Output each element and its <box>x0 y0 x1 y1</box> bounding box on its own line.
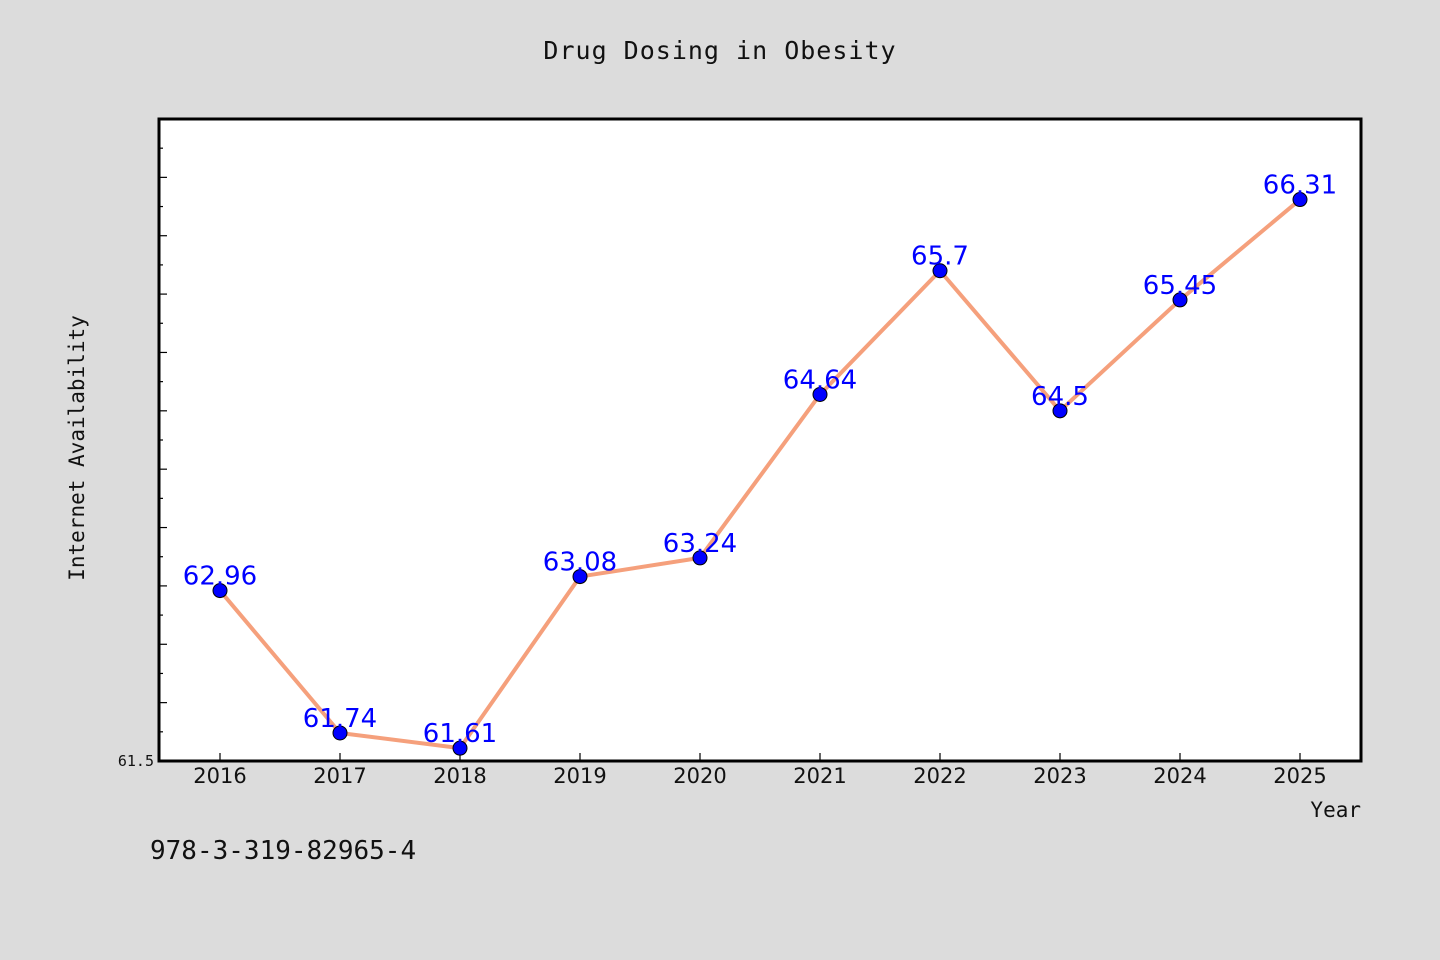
data-point <box>572 569 588 585</box>
x-tick-label: 2022 <box>913 764 966 788</box>
x-tick-label: 2016 <box>193 764 246 788</box>
x-tick-label: 2017 <box>313 764 366 788</box>
x-tick-label: 2025 <box>1273 764 1326 788</box>
data-point <box>1292 192 1308 208</box>
data-label: 63.08 <box>543 548 617 578</box>
series-line <box>218 198 1302 751</box>
data-point <box>332 725 348 741</box>
data-label: 61.74 <box>303 704 377 734</box>
x-tick-label: 2024 <box>1153 764 1206 788</box>
y-axis-label: Internet Availability <box>65 315 89 581</box>
data-label: 65.7 <box>911 242 969 272</box>
y-axis-ticks: 61.5 <box>118 118 167 770</box>
data-label: 64.5 <box>1031 382 1089 412</box>
chart-title: Drug Dosing in Obesity <box>543 36 897 65</box>
y-tick-label: 61.5 <box>118 752 154 770</box>
data-label: 63.24 <box>663 529 737 559</box>
series-layer <box>212 192 1308 756</box>
x-tick-label: 2021 <box>793 764 846 788</box>
data-label: 66.31 <box>1263 171 1337 201</box>
x-tick-label: 2018 <box>433 764 486 788</box>
data-label: 65.45 <box>1143 271 1217 301</box>
data-label: 64.64 <box>783 365 857 395</box>
plot-area <box>157 117 1363 763</box>
data-point <box>692 550 708 566</box>
isbn-label: 978-3-319-82965-4 <box>150 836 417 866</box>
data-point <box>1172 292 1188 308</box>
x-tick-label: 2019 <box>553 764 606 788</box>
x-axis-ticks: 2016 2017 2018 2019 2020 2021 2022 2023 2024 2025 <box>193 753 1327 788</box>
data-point <box>212 583 228 599</box>
data-point <box>932 263 948 279</box>
data-point <box>812 386 828 402</box>
data-label-layer: 62.96 61.74 61.61 63.08 63.24 64.64 65.7 64.5 65… <box>183 171 1337 750</box>
x-tick-label: 2020 <box>673 764 726 788</box>
x-tick-label: 2023 <box>1033 764 1086 788</box>
data-point <box>452 740 468 756</box>
x-axis-label: Year <box>1310 798 1361 822</box>
data-point <box>1052 403 1068 419</box>
data-label: 61.61 <box>423 719 497 749</box>
data-label: 62.96 <box>183 562 257 592</box>
